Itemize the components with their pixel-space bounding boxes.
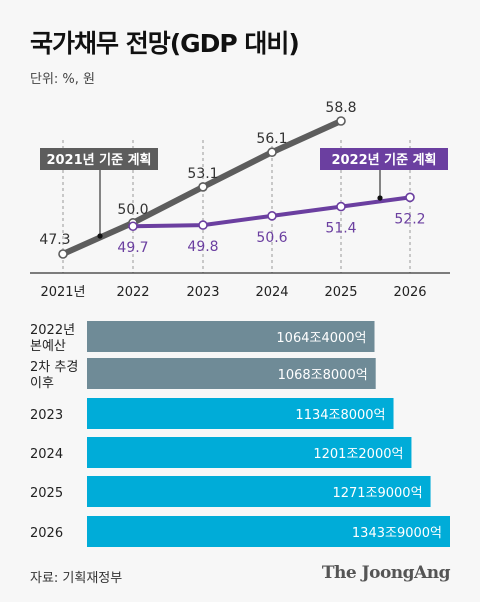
data-point — [198, 182, 208, 192]
bar-category-label: 2026 — [30, 526, 63, 541]
data-point — [405, 192, 415, 203]
bar-value-label: 1201조2000억 — [313, 447, 403, 462]
data-label: 50.0 — [117, 202, 148, 218]
data-point — [267, 211, 277, 221]
bar — [87, 476, 431, 507]
legend-tag — [320, 148, 448, 170]
x-tick-label: 2024 — [255, 285, 288, 300]
bar — [87, 358, 376, 389]
data-point — [58, 249, 68, 259]
legend-tag — [40, 148, 158, 170]
data-label: 49.7 — [117, 240, 148, 256]
legend-pointer-dot — [377, 195, 383, 201]
bar-value-label: 1064조4000억 — [276, 331, 366, 346]
data-label: 52.2 — [394, 211, 425, 227]
x-tick-label: 2023 — [186, 285, 219, 300]
bar-value-label: 1068조8000억 — [278, 368, 368, 383]
data-label: 50.6 — [256, 230, 287, 246]
bar-category-label: 2025 — [30, 486, 63, 501]
x-tick-label: 2025 — [324, 285, 357, 300]
data-point — [128, 221, 138, 232]
bar-category-label: 2022년 — [30, 323, 75, 338]
bar-category-label: 2023 — [30, 408, 63, 423]
chart: 2021년 2022 2023 2024 2025 2026 47.3 50.0 53.1 56.… — [30, 100, 450, 547]
page-title: 국가채무 전망(GDP 대비) — [30, 29, 300, 58]
x-tick-label: 2021년 — [40, 285, 85, 300]
unit-label: 단위: %, 원 — [30, 72, 96, 87]
x-tick-label: 2022 — [116, 285, 149, 300]
brand-logo: The JoongAng — [321, 563, 451, 583]
bar — [87, 516, 450, 547]
bar — [87, 437, 412, 468]
data-label: 53.1 — [187, 166, 218, 182]
bar-category-label: 2024 — [30, 447, 63, 462]
data-label: 56.1 — [256, 131, 287, 147]
bar-value-label: 1271조9000억 — [332, 486, 422, 501]
data-label: 49.8 — [187, 239, 218, 255]
data-label: 58.8 — [325, 100, 356, 116]
bar-category-label: 2차 추경 — [30, 360, 78, 375]
legend-label: 2021년 기준 계획 — [46, 152, 151, 168]
legend-pointer-dot — [97, 233, 103, 239]
bar — [87, 321, 375, 352]
bar-value-label: 1134조8000억 — [295, 408, 385, 423]
x-tick-label: 2026 — [393, 285, 426, 300]
bar-value-label: 1343조9000억 — [352, 526, 442, 541]
data-point — [336, 201, 346, 212]
legend-label: 2022년 기준 계획 — [331, 152, 436, 168]
data-point — [198, 220, 208, 230]
data-label: 47.3 — [39, 232, 70, 248]
bar — [87, 398, 394, 429]
bar-category-label: 본예산 — [30, 339, 66, 354]
source-label: 자료: 기획재정부 — [30, 571, 123, 586]
data-label: 51.4 — [325, 221, 356, 237]
data-point — [267, 147, 277, 158]
bar-category-label: 이후 — [30, 376, 54, 391]
data-point — [336, 116, 346, 126]
